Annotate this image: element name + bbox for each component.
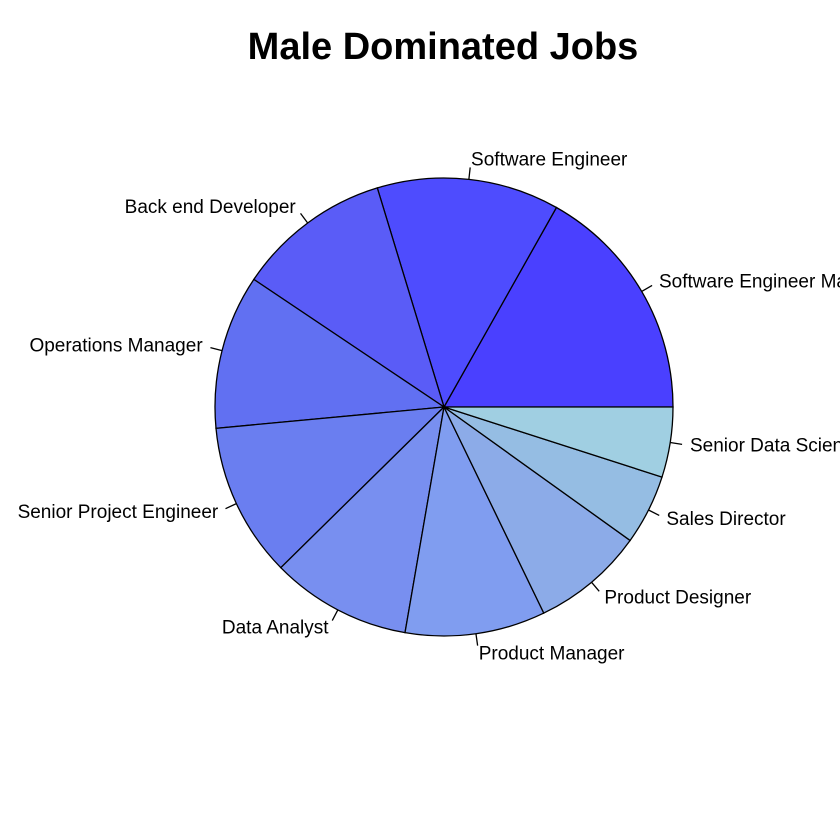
pie-slice-10 [443,406,674,478]
label-tick-9 [648,509,660,516]
slice-label-3: Back end Developer [125,197,297,218]
slice-label-6: Data Analyst [222,618,329,639]
slice-label-7: Product Manager [479,644,625,665]
pie-slice-4 [214,278,446,430]
slice-label-5: Senior Project Engineer [18,502,219,523]
label-tick-3 [300,212,309,224]
pie-slice-6 [279,405,445,634]
pie-slice-2 [376,177,558,409]
slice-label-10: Senior Data Scientist [690,436,840,457]
slice-label-4: Operations Manager [29,336,203,357]
label-tick-4 [210,347,223,352]
pie-slice-5 [215,406,446,569]
label-tick-6 [331,609,339,621]
pie-slice-1 [442,206,674,408]
chart-title: Male Dominated Jobs [247,26,639,68]
label-tick-5 [225,503,237,510]
slice-label-1: Software Engineer Manager [659,271,840,292]
label-tick-7 [475,633,479,646]
slice-label-8: Product Designer [604,587,751,608]
slice-label-9: Sales Director [666,509,786,530]
label-tick-8 [591,581,600,592]
label-tick-1 [641,284,653,293]
label-tick-2 [468,167,471,180]
pie-slice-3 [252,187,446,409]
label-tick-10 [670,441,683,445]
slice-label-2: Software Engineer [471,149,628,170]
